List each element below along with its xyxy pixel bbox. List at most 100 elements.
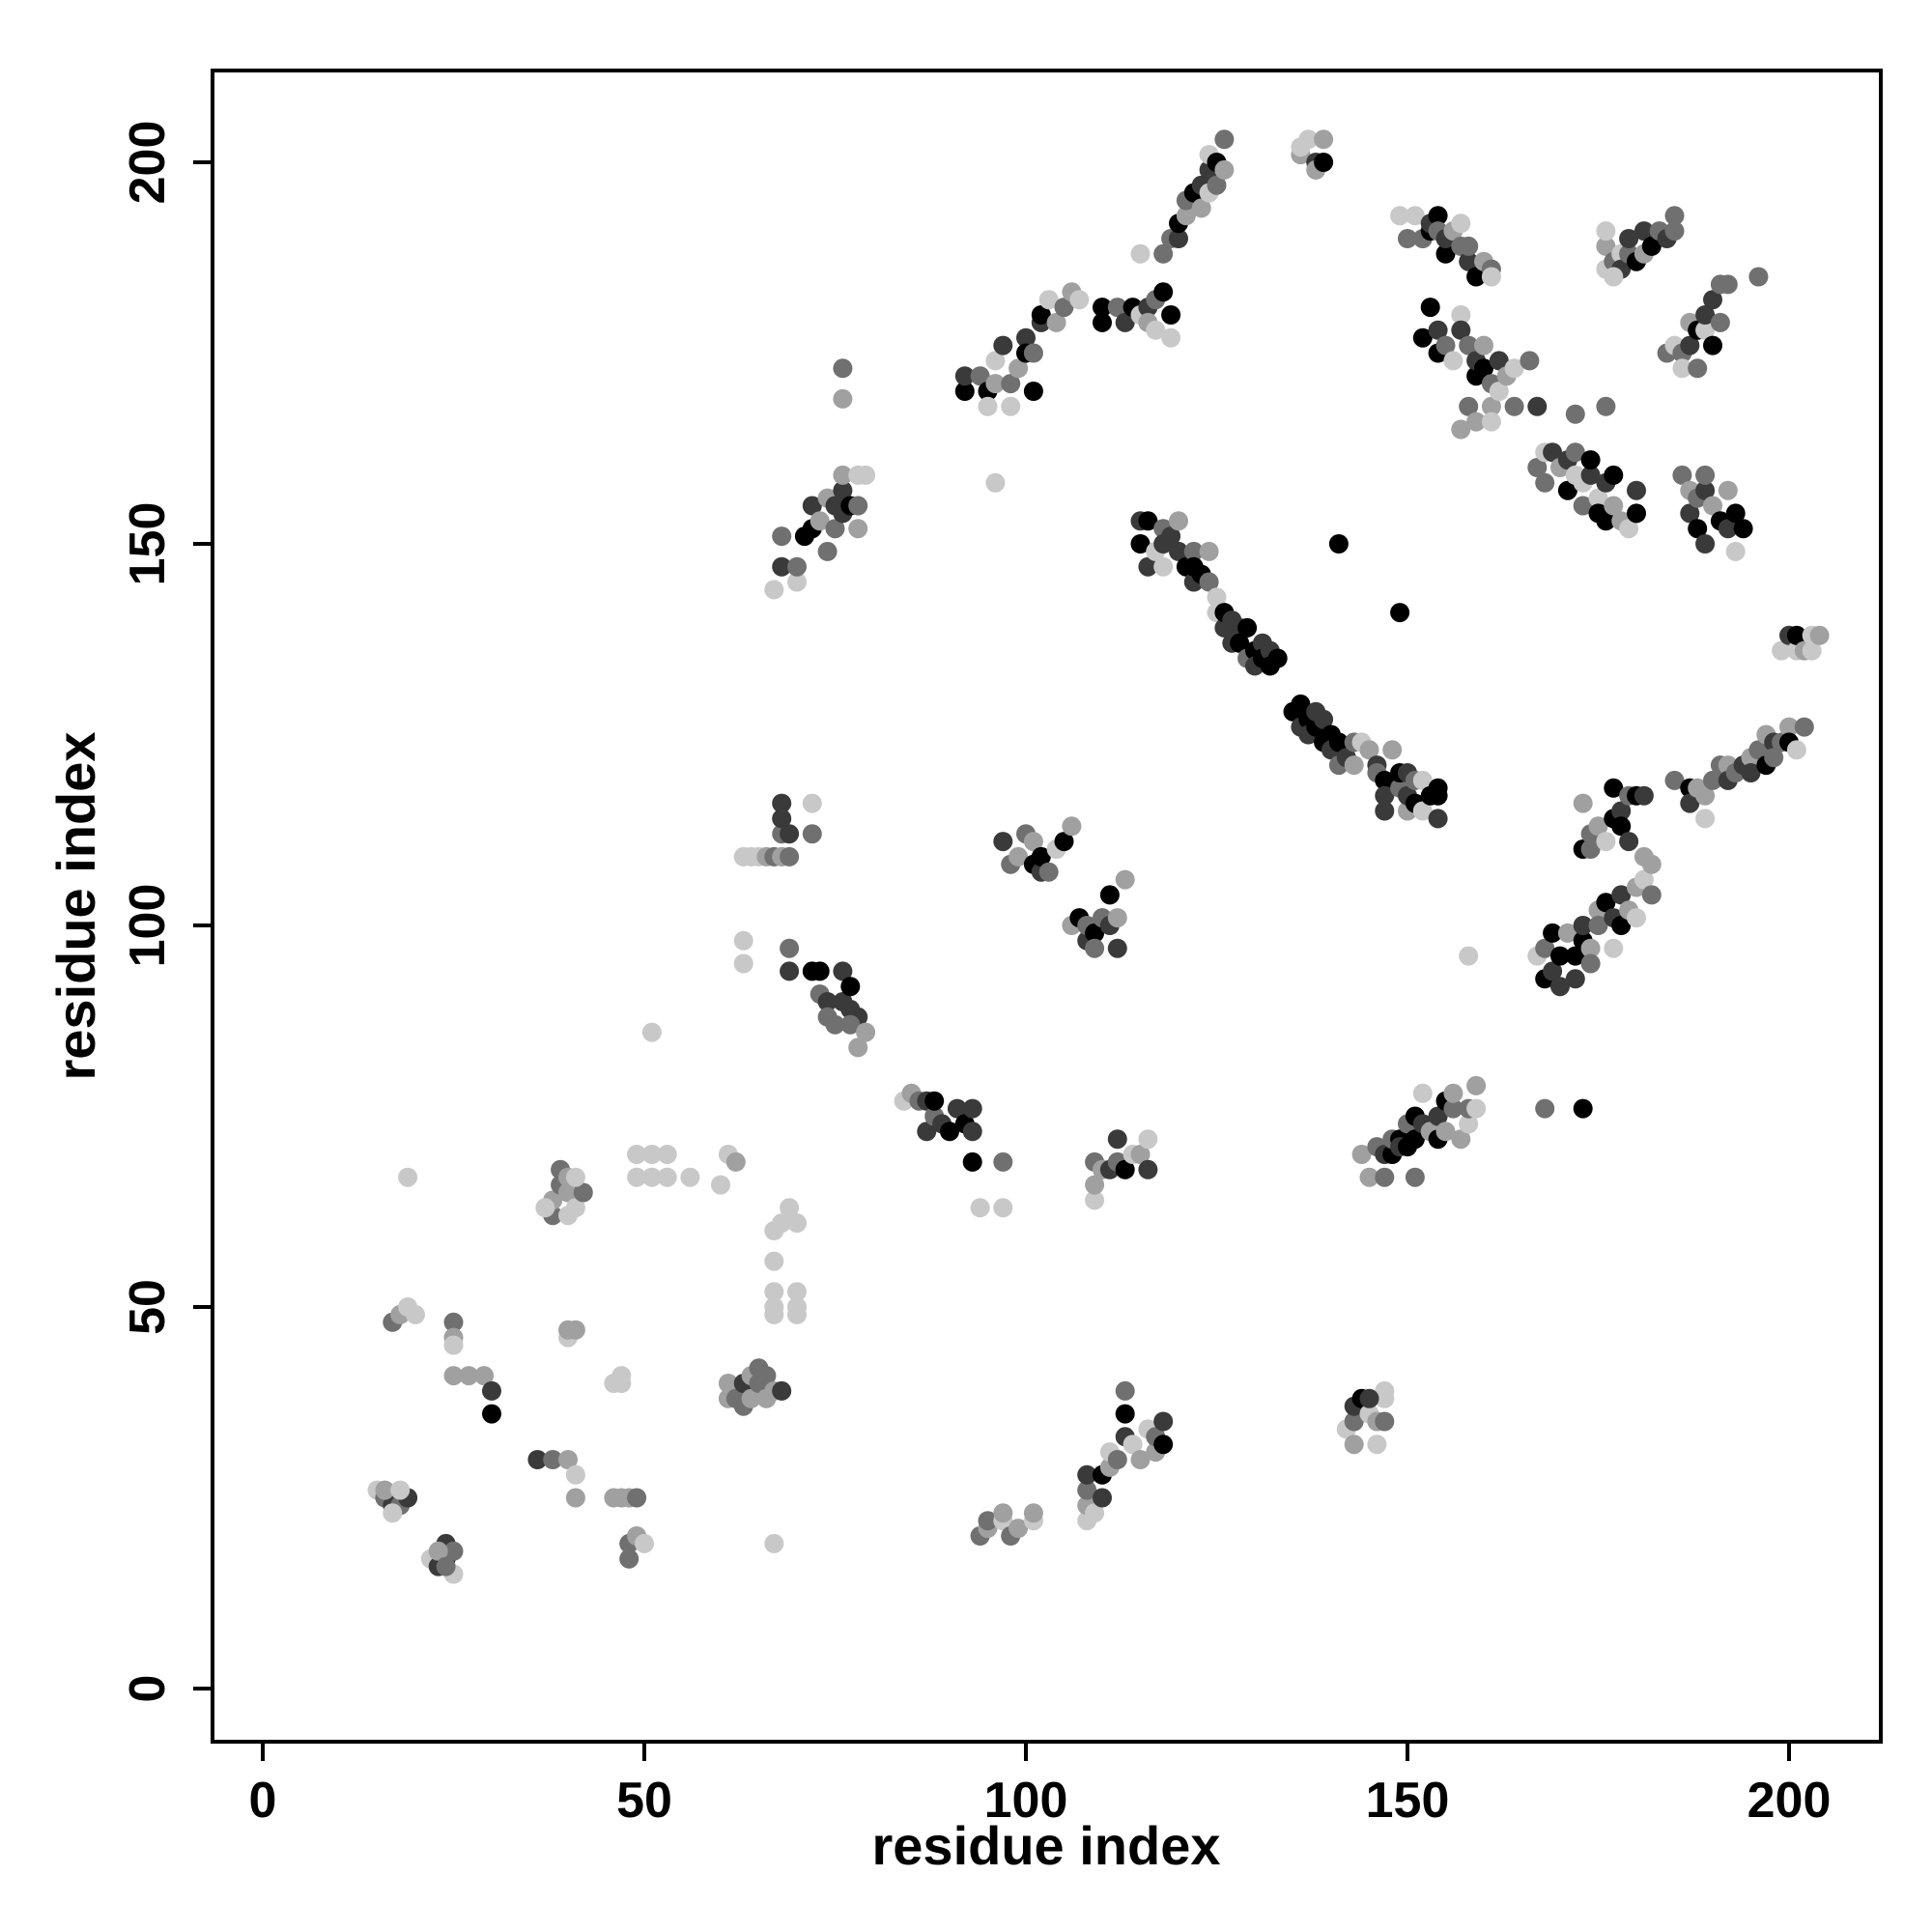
data-point bbox=[1138, 1159, 1158, 1179]
data-point bbox=[1153, 243, 1174, 264]
data-point bbox=[756, 1366, 777, 1386]
data-point bbox=[1459, 236, 1479, 256]
data-point bbox=[764, 1533, 784, 1553]
data-point bbox=[1099, 885, 1120, 905]
data-point bbox=[1786, 625, 1806, 645]
data-point bbox=[1573, 793, 1593, 813]
data-point bbox=[1153, 282, 1174, 302]
data-point bbox=[1138, 1129, 1158, 1150]
data-point bbox=[1085, 1175, 1105, 1195]
data-point bbox=[1107, 908, 1127, 928]
data-point bbox=[1214, 129, 1235, 150]
data-point bbox=[940, 1122, 959, 1142]
data-point bbox=[1627, 480, 1646, 500]
data-point bbox=[573, 1182, 593, 1203]
y-tick-label: 50 bbox=[120, 1279, 176, 1335]
data-point bbox=[1459, 1114, 1479, 1134]
data-point bbox=[1565, 969, 1585, 989]
data-point bbox=[1451, 1129, 1471, 1150]
data-point bbox=[825, 519, 845, 539]
data-point bbox=[993, 335, 1013, 355]
data-point bbox=[1230, 633, 1250, 653]
data-point bbox=[1314, 153, 1334, 172]
data-point bbox=[1695, 534, 1716, 554]
x-axis: 0 50 100 150 200 bbox=[249, 1742, 1831, 1829]
data-point bbox=[1107, 938, 1127, 958]
data-point bbox=[970, 1198, 990, 1218]
data-point bbox=[833, 388, 853, 409]
data-point bbox=[787, 1304, 807, 1324]
data-point bbox=[1023, 382, 1043, 401]
data-point bbox=[1459, 335, 1479, 355]
data-point bbox=[1451, 305, 1471, 325]
data-point bbox=[558, 1182, 578, 1203]
data-point bbox=[962, 1151, 982, 1172]
data-point bbox=[1412, 1083, 1433, 1103]
data-point bbox=[1077, 1464, 1097, 1485]
data-point bbox=[1459, 396, 1479, 416]
y-axis-title: residue index bbox=[45, 731, 106, 1080]
data-point bbox=[635, 1533, 654, 1553]
data-point bbox=[627, 1145, 647, 1164]
data-point bbox=[1565, 442, 1585, 463]
data-point bbox=[641, 1167, 662, 1187]
data-point bbox=[764, 580, 784, 600]
y-tick-label: 200 bbox=[120, 121, 176, 205]
data-point bbox=[1596, 893, 1616, 913]
data-point bbox=[764, 1282, 784, 1302]
data-point bbox=[1543, 961, 1563, 981]
data-point bbox=[443, 1541, 464, 1561]
data-points bbox=[367, 129, 1830, 1584]
data-point bbox=[1718, 480, 1738, 500]
data-point bbox=[1382, 740, 1403, 760]
data-point bbox=[1619, 229, 1639, 248]
data-point bbox=[1604, 465, 1624, 485]
data-point bbox=[1543, 442, 1563, 463]
data-point bbox=[390, 1480, 411, 1500]
data-point bbox=[1214, 159, 1235, 180]
data-point bbox=[848, 519, 868, 539]
data-point bbox=[1481, 267, 1501, 287]
data-point bbox=[1580, 953, 1601, 974]
data-point bbox=[1435, 243, 1456, 264]
data-point bbox=[1466, 267, 1487, 287]
x-tick-label: 0 bbox=[249, 1773, 277, 1829]
data-point bbox=[657, 1167, 677, 1187]
data-point bbox=[780, 938, 800, 958]
data-point bbox=[1199, 572, 1219, 592]
data-point bbox=[1375, 801, 1395, 821]
data-point bbox=[1428, 206, 1448, 226]
data-point bbox=[741, 1388, 761, 1408]
data-point bbox=[1634, 785, 1654, 806]
data-point bbox=[1375, 770, 1395, 790]
data-point bbox=[1130, 534, 1151, 554]
data-point bbox=[954, 382, 975, 401]
data-point bbox=[1435, 1122, 1456, 1142]
data-point bbox=[1054, 298, 1074, 318]
data-point bbox=[1435, 335, 1456, 355]
x-tick-label: 150 bbox=[1366, 1773, 1450, 1829]
data-point bbox=[1703, 290, 1722, 310]
data-point bbox=[641, 1145, 662, 1164]
data-point bbox=[1107, 1129, 1127, 1150]
data-point bbox=[1627, 908, 1646, 928]
data-point bbox=[1077, 1480, 1097, 1500]
data-point bbox=[1725, 503, 1746, 524]
data-point bbox=[1588, 816, 1608, 837]
data-point bbox=[978, 396, 998, 416]
data-point bbox=[1688, 519, 1708, 539]
data-point bbox=[1443, 1098, 1463, 1119]
data-point bbox=[565, 1167, 585, 1187]
data-point bbox=[1703, 770, 1722, 790]
data-point bbox=[1459, 251, 1479, 271]
data-point bbox=[772, 526, 792, 547]
data-point bbox=[1359, 1167, 1379, 1187]
data-point bbox=[1703, 496, 1722, 516]
data-point bbox=[1314, 709, 1334, 729]
data-point bbox=[1031, 846, 1051, 867]
data-point bbox=[1725, 541, 1746, 561]
data-point bbox=[1153, 1411, 1174, 1432]
data-point bbox=[810, 511, 830, 531]
data-point bbox=[787, 1282, 807, 1302]
